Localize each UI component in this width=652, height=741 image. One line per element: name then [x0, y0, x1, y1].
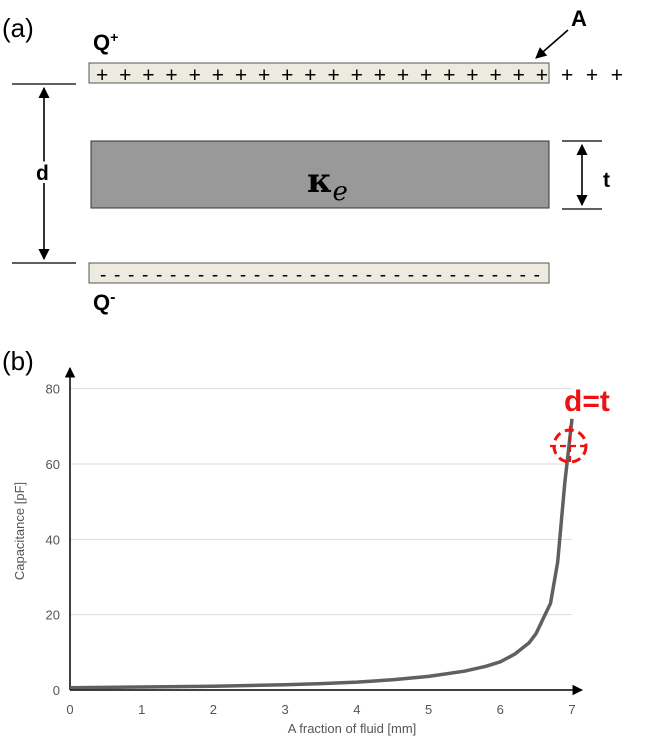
panel-a: (a) Q+ A + + + + + + + + + + + + + + + +… [2, 6, 623, 315]
y-tick-label: 60 [46, 457, 60, 472]
d-equals-t-annotation: d=t [564, 385, 610, 418]
bottom-plate-charge-label: Q- [93, 289, 115, 315]
top-plate [88, 62, 550, 84]
negative-charges: - - - - - - - - - - - - - - - - - - - - … [100, 265, 540, 286]
y-tick-label: 80 [46, 382, 60, 397]
area-label: A [571, 6, 587, 31]
panel-a-label: (a) [2, 13, 34, 43]
x-tick-label: 3 [282, 702, 289, 717]
x-tick-label: 0 [66, 702, 73, 717]
positive-charges-extra: + + + [561, 64, 623, 87]
y-tick-label: 40 [46, 532, 60, 547]
x-tick-label: 4 [353, 702, 360, 717]
top-plate-charge-label: Q+ [93, 29, 118, 55]
distance-label: d [36, 162, 49, 185]
dielectric-slab [90, 140, 550, 209]
crosshair-marker [550, 426, 590, 466]
x-axis-label: A fraction of fluid [mm] [288, 721, 417, 736]
panel-b: (b) 0 20 40 60 80 0 1 2 3 4 5 6 7 A fraction of flui… [2, 346, 610, 736]
y-tick-label: 0 [53, 683, 60, 698]
x-tick-label: 6 [497, 702, 504, 717]
x-tick-label: 2 [210, 702, 217, 717]
y-tick-label: 20 [46, 608, 60, 623]
chart-axes [64, 366, 584, 696]
dielectric-constant-label: κe [307, 161, 348, 207]
thickness-label: t [603, 169, 610, 192]
x-tick-label: 5 [425, 702, 432, 717]
chart-tick-labels: 0 20 40 60 80 0 1 2 3 4 5 6 7 [46, 382, 576, 717]
x-tick-label: 1 [138, 702, 145, 717]
x-tick-label: 7 [568, 702, 575, 717]
positive-charges: + + + + + + + + + + + + + + + + + + + + [96, 64, 548, 87]
panel-b-label: (b) [2, 346, 34, 376]
chart-grid [70, 388, 572, 616]
capacitance-line [69, 418, 574, 690]
bottom-plate [88, 262, 550, 284]
area-arrow [535, 29, 569, 59]
y-axis-label: Capacitance [pF] [12, 482, 27, 580]
